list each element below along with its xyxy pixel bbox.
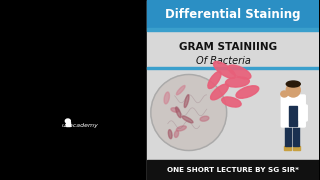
Ellipse shape [208,71,221,89]
Text: Differential Staining: Differential Staining [165,8,301,21]
Ellipse shape [176,86,185,95]
Ellipse shape [213,62,236,78]
Ellipse shape [151,75,227,150]
Bar [293,126,299,146]
Bar [66,122,70,126]
Bar [147,0,319,180]
Bar [293,146,300,150]
Ellipse shape [168,130,172,139]
Text: unacademy: unacademy [61,123,98,127]
Bar [147,28,319,31]
Ellipse shape [174,130,179,138]
FancyBboxPatch shape [299,105,307,121]
Ellipse shape [176,126,186,131]
Ellipse shape [281,91,288,97]
Ellipse shape [222,97,241,107]
Bar [0,0,147,180]
Bar [147,0,319,28]
Bar [147,160,319,180]
FancyBboxPatch shape [281,95,305,127]
Ellipse shape [184,95,189,107]
Bar [284,146,291,150]
Bar [285,126,291,146]
Ellipse shape [200,116,209,121]
Ellipse shape [228,65,251,79]
Ellipse shape [164,92,170,104]
Ellipse shape [226,77,249,87]
Text: GRAM STAINIING: GRAM STAINIING [179,42,277,52]
Bar [289,106,297,126]
Ellipse shape [286,81,300,87]
Ellipse shape [182,116,193,123]
Ellipse shape [286,83,300,97]
Bar [147,67,319,69]
Ellipse shape [176,107,181,118]
Ellipse shape [236,86,259,98]
Ellipse shape [171,108,179,112]
Ellipse shape [211,84,228,100]
Ellipse shape [65,119,70,123]
Text: Of Bacteria: Of Bacteria [196,56,251,66]
Text: ONE SHORT LECTURE BY SG SIR*: ONE SHORT LECTURE BY SG SIR* [167,167,299,173]
